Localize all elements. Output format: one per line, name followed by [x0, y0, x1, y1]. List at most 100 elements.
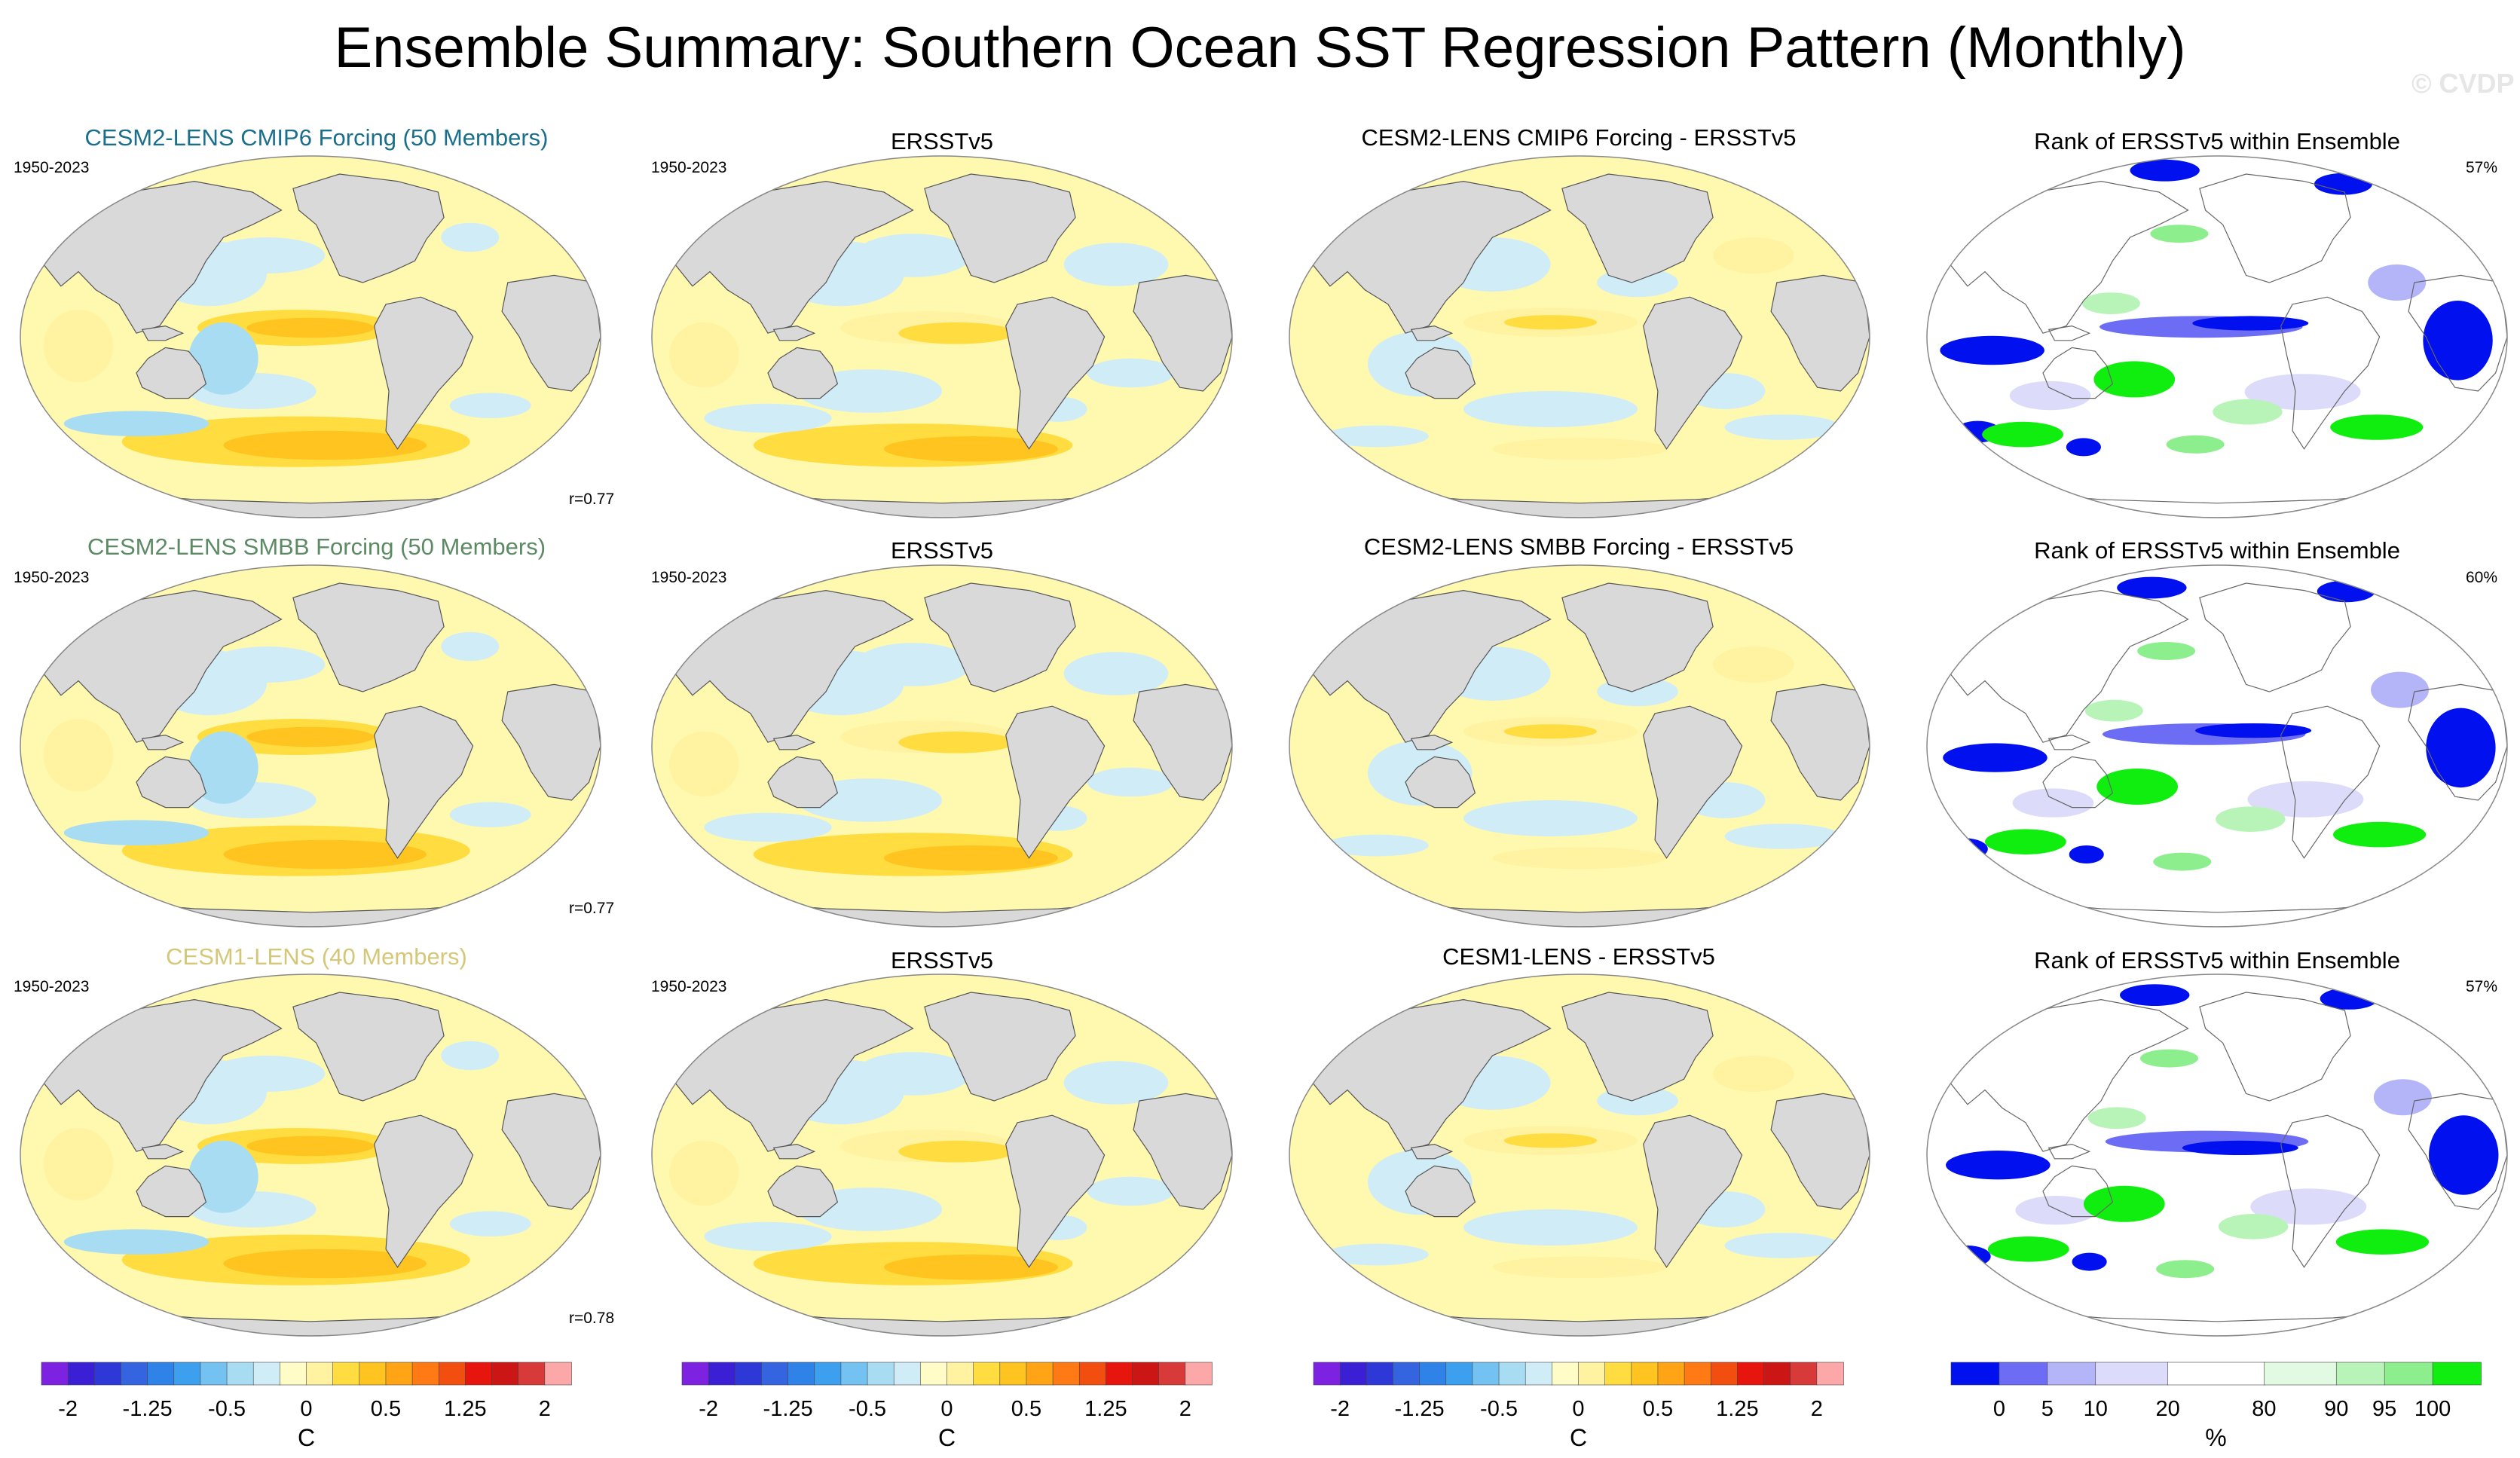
- sst-anomaly-contour: [1713, 1056, 1794, 1092]
- rank-cell: [2335, 1229, 2430, 1255]
- rank-cell: [2009, 381, 2091, 411]
- land-indonesia: [1410, 734, 1454, 750]
- row1-obs-title: ERSSTv5: [890, 128, 994, 154]
- colorbar-swatch: [1339, 1362, 1368, 1386]
- sst-anomaly-contour: [63, 1229, 209, 1255]
- colorbar-swatch: [438, 1362, 466, 1386]
- sst-anomaly-contour: [1492, 1256, 1667, 1279]
- land-africa: [501, 274, 601, 392]
- sst-tick-label: -0.5: [849, 1397, 887, 1421]
- map-r1-rank-field: [1927, 156, 2507, 518]
- land-australia: [1405, 756, 1476, 808]
- rank-cell: [2120, 984, 2190, 1006]
- map-r1-model-border: [20, 155, 601, 518]
- sst-unit-label: C: [937, 1424, 956, 1451]
- sst-anomaly-contour: [449, 393, 531, 418]
- sst-anomaly-contour: [1503, 724, 1598, 739]
- rank-tick-label: 95: [2372, 1397, 2397, 1421]
- rank-cell: [2166, 435, 2225, 454]
- map-r3-diff-border: [1289, 974, 1870, 1337]
- land-australia: [767, 756, 839, 808]
- land-asia: [1312, 998, 1552, 1152]
- land-asia: [43, 589, 283, 743]
- rank-cell: [2083, 1185, 2165, 1222]
- rank-tick-label: 90: [2324, 1397, 2349, 1421]
- coastline-indonesia: [2048, 1143, 2091, 1160]
- sst-anomaly-contour: [441, 1041, 500, 1071]
- rank-cell: [2330, 414, 2424, 440]
- land-indonesia: [141, 325, 185, 341]
- sst-tick-label: -0.5: [1480, 1397, 1518, 1421]
- colorbar-swatch: [200, 1362, 228, 1386]
- map-r3-obs-border: [651, 974, 1233, 1337]
- colorbar-swatch: [1604, 1362, 1632, 1386]
- page-title: Ensemble Summary: Southern Ocean SST Reg…: [334, 16, 2186, 80]
- map-r1-model: [20, 155, 601, 518]
- colorbar-swatch: [1472, 1362, 1500, 1386]
- land-asia: [674, 589, 914, 743]
- colorbar-swatch: [1763, 1362, 1791, 1386]
- sst-anomaly-contour: [1503, 1133, 1598, 1148]
- sst-tick-label: 2: [1179, 1397, 1191, 1421]
- colorbar-swatch: [1366, 1362, 1394, 1386]
- row3-obs-period: 1950-2023: [651, 978, 727, 995]
- coastline-africa: [2408, 274, 2507, 392]
- colorbar-swatch: [1185, 1362, 1213, 1386]
- map-r3-obs-field: [652, 974, 1232, 1336]
- sst-unit-label: C: [1569, 1424, 1588, 1451]
- map-r3-diff: [1289, 974, 1870, 1337]
- colorbar-swatch: [280, 1362, 307, 1386]
- land-northam: [924, 173, 1076, 283]
- rank-cell: [2427, 991, 2486, 1013]
- sst-anomaly-contour: [1724, 414, 1841, 440]
- rank-tick-label: 100: [2414, 1397, 2451, 1421]
- sst-anomaly-contour: [898, 731, 1015, 753]
- rank-tick-label: 20: [2155, 1397, 2180, 1421]
- land-asia: [43, 998, 283, 1152]
- rank-cell: [2066, 438, 2101, 457]
- row1-correlation: r=0.77: [569, 491, 615, 508]
- coastline-australia: [2042, 756, 2114, 808]
- sst-tick-label: -1.25: [763, 1397, 813, 1421]
- rank-cell: [1943, 743, 2048, 772]
- colorbar-swatch: [1445, 1362, 1473, 1386]
- rank-cell: [2081, 292, 2140, 314]
- row3-obs-title: ERSSTv5: [890, 947, 994, 974]
- colorbar-swatch: [1419, 1362, 1447, 1386]
- colorbar-swatch: [1657, 1362, 1685, 1386]
- colorbar-swatch: [1710, 1362, 1739, 1386]
- coastline-asia: [1950, 180, 2189, 334]
- sst-tick-label: 0: [300, 1397, 313, 1421]
- sst-anomaly-contour: [884, 1255, 1058, 1280]
- land-australia: [767, 1165, 839, 1218]
- land-indonesia: [772, 734, 816, 750]
- map-r2-obs-border: [651, 564, 1233, 928]
- colorbar-swatch: [840, 1362, 868, 1386]
- rank-cell: [2087, 1107, 2146, 1129]
- map-r1-diff-border: [1289, 155, 1870, 518]
- coastline-africa: [2408, 1093, 2507, 1210]
- colorbar-swatch: [94, 1362, 122, 1386]
- rank-cell: [2426, 708, 2496, 788]
- row1-diff-title: CESM2-LENS CMIP6 Forcing - ERSSTv5: [1361, 124, 1797, 151]
- colorbar-swatch: [867, 1362, 895, 1386]
- land-asia: [43, 180, 283, 334]
- map-r1-rank: [1926, 155, 2508, 518]
- row2-diff-title: CESM2-LENS SMBB Forcing - ERSSTv5: [1363, 533, 1794, 560]
- land-africa: [501, 683, 601, 801]
- colorbar-swatch: [788, 1362, 815, 1386]
- land-asia: [1312, 180, 1552, 334]
- map-r2-diff: [1289, 564, 1870, 928]
- sst-colorbar-1: [41, 1362, 572, 1386]
- map-r1-obs-field: [652, 156, 1232, 518]
- colorbar-swatch: [973, 1362, 1001, 1386]
- sst-anomaly-contour: [1713, 646, 1794, 683]
- colorbar-swatch: [252, 1362, 281, 1386]
- land-australia: [136, 347, 207, 399]
- colorbar-swatch: [1578, 1362, 1606, 1386]
- sst-anomaly-contour: [855, 643, 971, 686]
- sst-tick-label: -2: [1330, 1397, 1350, 1421]
- rank-cell: [2244, 374, 2361, 411]
- sst-anomaly-contour: [1724, 1233, 1841, 1258]
